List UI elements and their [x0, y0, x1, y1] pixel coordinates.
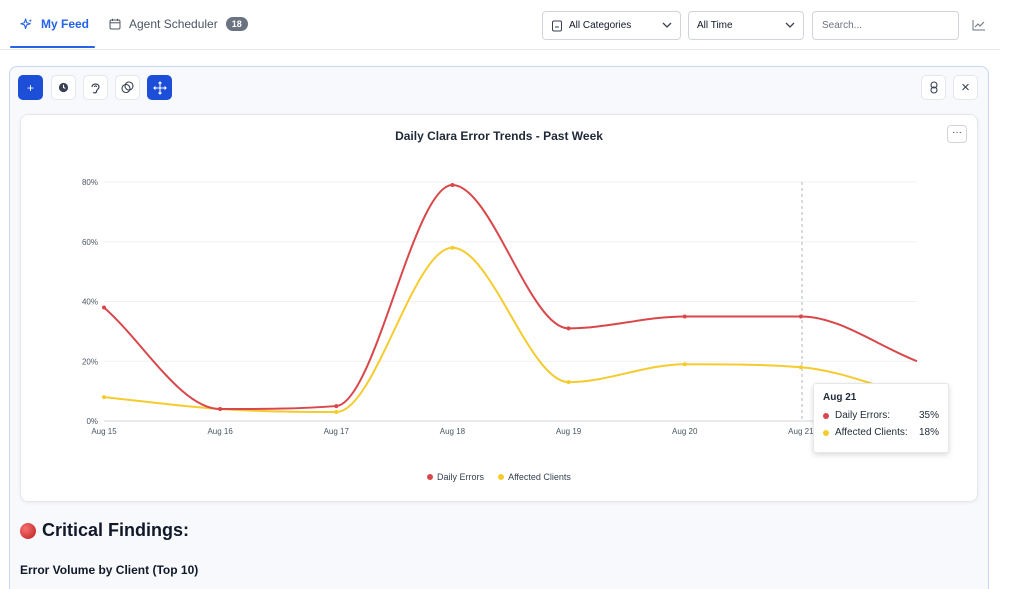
listen-button[interactable] — [83, 75, 108, 100]
legend-label: Affected Clients — [508, 472, 571, 482]
data-point — [334, 410, 339, 415]
y-tick-label: 60% — [82, 238, 98, 247]
error-volume-subheading: Error Volume by Client (Top 10) — [20, 563, 199, 577]
data-point — [566, 326, 571, 331]
time-select[interactable]: All Time — [688, 11, 804, 40]
tooltip-label: Daily Errors: — [835, 410, 891, 421]
chart-view-button[interactable] — [968, 14, 990, 36]
legend-label: Daily Errors — [437, 472, 485, 482]
category-select[interactable]: All Categories — [542, 11, 681, 40]
data-point — [682, 362, 687, 367]
tooltip-label: Affected Clients: — [835, 427, 908, 438]
plus-icon: + — [26, 80, 34, 95]
data-point — [218, 407, 223, 412]
heading-text: Critical Findings: — [42, 520, 190, 540]
data-point — [450, 245, 455, 250]
overlap-circles-icon — [121, 81, 134, 94]
chart-card: Daily Clara Error Trends - Past Week ···… — [20, 114, 978, 502]
shapes-button[interactable] — [115, 75, 140, 100]
data-point — [334, 404, 339, 409]
legend-item-affected-clients[interactable]: Affected Clients — [498, 472, 571, 482]
chevron-down-icon — [662, 20, 672, 31]
calendar-icon — [109, 18, 121, 30]
chevron-down-icon — [785, 20, 795, 31]
close-icon: × — [961, 79, 970, 96]
feed-panel: + × Daily Clara Error Tre — [9, 66, 989, 589]
scheduler-count-badge: 18 — [225, 17, 248, 31]
data-point — [566, 380, 571, 385]
history-button[interactable] — [51, 75, 76, 100]
x-tick-label: Aug 15 — [91, 427, 117, 436]
x-tick-label: Aug 17 — [324, 427, 350, 436]
tooltip-marker — [823, 412, 829, 419]
chart-tooltip: Aug 21 Daily Errors: 35% Affected Client… — [813, 383, 949, 453]
data-point — [798, 314, 803, 319]
critical-findings-heading: Critical Findings: — [20, 520, 189, 541]
ear-icon — [91, 82, 100, 93]
tooltip-value: 35% — [918, 410, 939, 421]
data-point — [682, 314, 687, 319]
tooltip-marker — [823, 429, 829, 436]
top-bar: My Feed Agent Scheduler 18 All Categorie… — [0, 0, 1000, 50]
y-tick-label: 20% — [82, 357, 98, 366]
legend-marker — [427, 474, 434, 480]
red-circle-icon — [20, 522, 36, 539]
link-button[interactable] — [921, 75, 946, 100]
clock-icon — [58, 82, 69, 93]
line-chart[interactable]: 0% 20% 40% 60% 80% Aug 15 Aug 16 Aug 17 Aug 18 A… — [21, 115, 979, 465]
tooltip-row-daily-errors: Daily Errors: 35% — [823, 410, 939, 421]
x-tick-label: Aug 19 — [556, 427, 582, 436]
category-icon — [552, 20, 562, 31]
x-tick-label: Aug 16 — [207, 427, 233, 436]
active-tab-indicator — [10, 46, 95, 48]
tab-label: Agent Scheduler — [129, 17, 218, 31]
x-tick-label: Aug 20 — [672, 427, 698, 436]
y-tick-label: 40% — [82, 298, 98, 307]
tab-my-feed[interactable]: My Feed — [20, 0, 89, 48]
category-select-value: All Categories — [569, 20, 632, 31]
tooltip-row-affected-clients: Affected Clients: 18% — [823, 427, 939, 438]
move-button[interactable] — [147, 75, 172, 100]
data-point — [102, 395, 106, 400]
tooltip-date: Aug 21 — [823, 392, 857, 403]
legend-item-daily-errors[interactable]: Daily Errors — [427, 472, 484, 482]
add-button[interactable]: + — [18, 75, 43, 100]
move-arrows-icon — [152, 80, 167, 95]
y-tick-label: 80% — [82, 178, 98, 187]
chart-title: Daily Clara Error Trends - Past Week — [395, 129, 603, 143]
x-tick-label: Aug 18 — [440, 427, 466, 436]
time-select-value: All Time — [697, 20, 733, 31]
series-line-affected-clients — [103, 246, 918, 414]
search-input[interactable] — [812, 11, 959, 40]
tooltip-value: 18% — [918, 427, 939, 438]
tab-agent-scheduler[interactable]: Agent Scheduler 18 — [109, 0, 248, 48]
close-button[interactable]: × — [953, 75, 978, 100]
line-chart-icon — [972, 20, 985, 31]
data-point — [798, 365, 803, 370]
y-tick-label: 0% — [86, 417, 98, 426]
data-point — [102, 305, 106, 310]
tab-label: My Feed — [41, 17, 90, 31]
link-icon — [929, 81, 938, 94]
more-options-button[interactable]: ··· — [947, 125, 967, 143]
x-tick-label: Aug 21 — [788, 427, 814, 436]
legend-marker — [498, 474, 505, 480]
data-point — [450, 182, 455, 187]
chart-legend: Daily Errors Affected Clients — [21, 472, 977, 482]
sparkle-icon — [20, 17, 33, 29]
series-line-daily-errors — [103, 183, 918, 411]
